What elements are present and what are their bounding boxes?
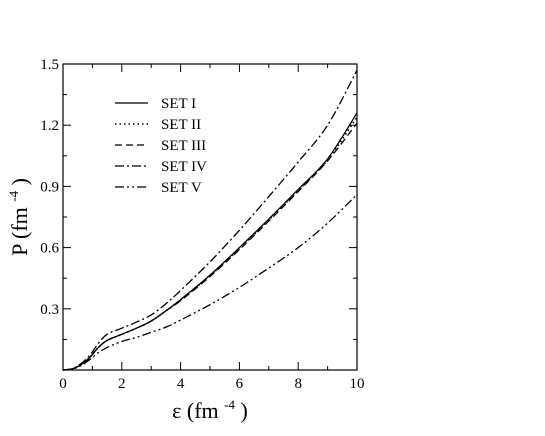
x-axis-label-open: (fm (187, 398, 219, 423)
x-tick-label: 10 (350, 376, 365, 392)
y-tick-label: 0.6 (40, 241, 59, 257)
legend-label-2: SET II (161, 117, 201, 133)
x-axis-label: ε (fm -4 ) (172, 389, 248, 423)
x-axis: 0 2 4 6 8 10 (59, 64, 365, 392)
series-line-5 (62, 194, 358, 371)
x-tick-label: 2 (118, 376, 126, 392)
y-tick-label: 0.3 (40, 302, 59, 318)
x-axis-label-exponent: -4 (224, 397, 235, 412)
y-tick-label: 1.5 (40, 57, 59, 73)
series-line-2 (62, 116, 358, 371)
legend-label-3: SET III (161, 138, 206, 154)
series-line-4 (62, 69, 358, 371)
y-axis-label-open: (fm (7, 207, 32, 239)
series-line-1 (62, 112, 358, 371)
y-axis: 0.3 0.6 0.9 1.2 1.5 (40, 57, 357, 340)
y-axis-label-exponent: -4 (6, 190, 21, 201)
x-tick-label: 8 (294, 376, 302, 392)
y-tick-label: 0.9 (40, 179, 59, 195)
y-tick-label: 1.2 (40, 118, 59, 134)
y-axis-label-symbol: P (7, 244, 32, 256)
legend-label-1: SET I (161, 96, 196, 112)
series-line-3 (62, 122, 358, 371)
legend-label-4: SET IV (161, 159, 207, 175)
legend-label-5: SET V (161, 180, 202, 196)
x-tick-label: 4 (177, 376, 185, 392)
x-axis-label-symbol: ε (172, 398, 181, 423)
x-axis-label-close: ) (241, 398, 248, 423)
series-layer (62, 69, 358, 371)
plot-frame (62, 63, 358, 371)
y-axis-label-close: ) (7, 178, 32, 185)
x-tick-label: 6 (236, 376, 244, 392)
x-tick-label: 0 (59, 376, 67, 392)
legend: SET I SET II SET III SET IV SET V (115, 96, 207, 196)
y-axis-label: P (fm -4 ) (0, 178, 32, 256)
